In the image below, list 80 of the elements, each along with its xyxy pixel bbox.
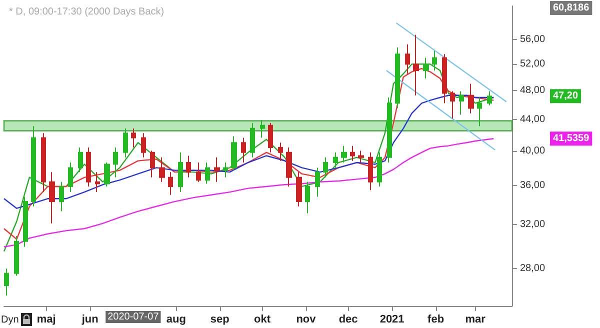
text: 47,20 bbox=[553, 90, 578, 102]
y-tick-label: 28,00 bbox=[520, 263, 546, 274]
candlestick bbox=[205, 162, 210, 184]
candlestick bbox=[413, 34, 419, 96]
text: 2020-07-07 bbox=[108, 312, 160, 322]
candlestick bbox=[41, 132, 46, 193]
text: 60,8186 bbox=[553, 2, 590, 14]
text: Dyn bbox=[1, 314, 19, 326]
candlestick bbox=[95, 172, 100, 193]
candlestick bbox=[468, 83, 474, 114]
x-tick-label: dec bbox=[338, 314, 358, 326]
candlestick bbox=[178, 152, 183, 193]
candlestick bbox=[49, 172, 55, 224]
candlestick bbox=[260, 120, 265, 138]
candlestick bbox=[68, 162, 73, 193]
chart-title: * D, 09:00-17:30 (2000 Days Back) bbox=[9, 6, 164, 18]
candlestick bbox=[231, 136, 237, 171]
candlestick bbox=[387, 96, 392, 164]
y-tick-label: 44,00 bbox=[520, 114, 546, 125]
candlestick bbox=[395, 46, 400, 109]
x-tick-label: feb bbox=[428, 314, 444, 326]
candlestick bbox=[159, 156, 165, 182]
line-series bbox=[3, 138, 494, 248]
x-tick-label: okt bbox=[254, 314, 271, 326]
candlestick bbox=[278, 142, 283, 162]
line-series bbox=[3, 94, 494, 209]
candlestick bbox=[196, 162, 201, 182]
x-tick-label: 2021 bbox=[380, 314, 404, 326]
x-tick-label: maj bbox=[36, 314, 56, 326]
y-tick-label: 40,00 bbox=[520, 145, 546, 156]
candlestick bbox=[405, 44, 410, 74]
candlestick bbox=[305, 181, 310, 214]
y-tick-label: 56,00 bbox=[520, 34, 546, 46]
candlestick bbox=[186, 155, 191, 178]
candlestick bbox=[31, 126, 36, 207]
candlestick bbox=[459, 90, 464, 116]
x-tick-label: jun bbox=[80, 314, 99, 326]
candlestick bbox=[432, 50, 437, 72]
candlestick bbox=[268, 122, 273, 153]
candlestick bbox=[123, 128, 128, 158]
candlestick bbox=[250, 122, 255, 158]
candlestick bbox=[223, 162, 228, 178]
candlestick bbox=[423, 57, 429, 79]
candlestick bbox=[442, 54, 447, 104]
candlestick bbox=[113, 146, 118, 178]
candlestick bbox=[150, 150, 155, 178]
candlestick bbox=[333, 152, 338, 168]
candlestick bbox=[86, 146, 91, 187]
candlestick bbox=[323, 156, 328, 178]
candlestick bbox=[450, 90, 455, 120]
candlestick bbox=[241, 137, 246, 164]
candlestick bbox=[286, 146, 292, 187]
candlestick bbox=[168, 172, 173, 196]
candlestick bbox=[14, 236, 19, 276]
candlestick bbox=[131, 128, 136, 148]
candlestick bbox=[296, 172, 302, 207]
candlestick bbox=[315, 167, 320, 198]
y-tick-label: 52,00 bbox=[520, 58, 546, 70]
candlestick bbox=[104, 162, 110, 187]
candlestick bbox=[214, 156, 220, 182]
y-tick-label: 48,00 bbox=[520, 85, 546, 96]
x-tick-label: sep bbox=[210, 314, 230, 326]
candlestick bbox=[23, 196, 28, 248]
candlestick bbox=[78, 146, 83, 173]
candlestick bbox=[358, 150, 364, 164]
candlestick bbox=[341, 145, 347, 164]
candlestick bbox=[4, 268, 9, 296]
candlestick bbox=[368, 152, 373, 191]
candlestick bbox=[141, 132, 146, 158]
candlestick bbox=[377, 152, 382, 187]
y-tick-label: 32,00 bbox=[520, 218, 546, 230]
candlestick bbox=[350, 145, 355, 162]
x-tick-label: nov bbox=[296, 314, 317, 326]
x-tick-label: mar bbox=[465, 314, 486, 326]
candlestick bbox=[477, 96, 482, 127]
text: 41,5359 bbox=[553, 133, 590, 144]
y-tick-label: 36,00 bbox=[520, 180, 546, 192]
candlestick bbox=[59, 181, 64, 212]
candlestick bbox=[487, 90, 492, 106]
x-tick-label: aug bbox=[166, 314, 186, 326]
